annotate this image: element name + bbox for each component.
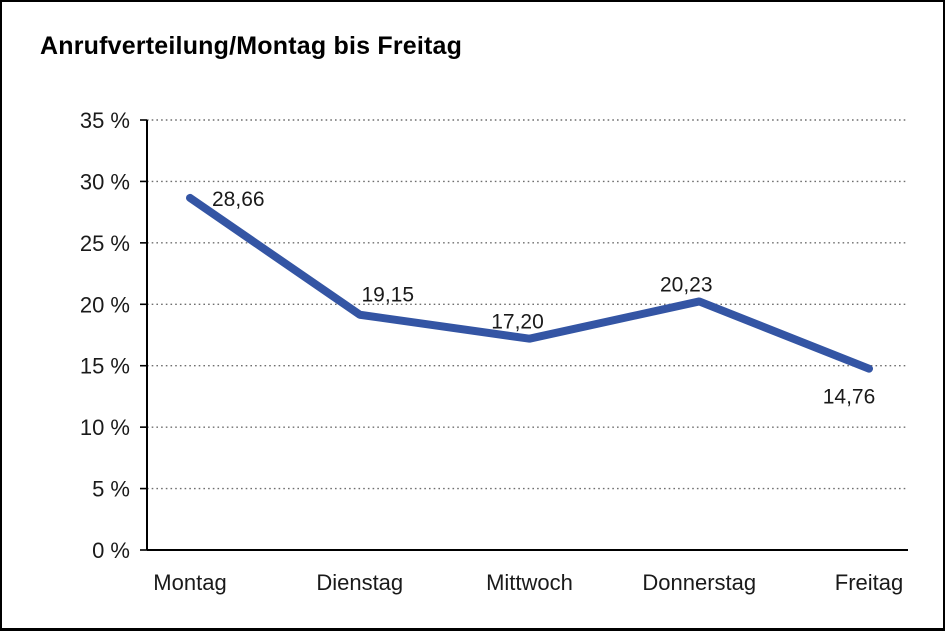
data-point-label: 19,15	[361, 284, 414, 307]
y-tick-label: 35 %	[80, 108, 130, 133]
x-tick-label: Mittwoch	[486, 570, 573, 595]
x-tick-label: Donnerstag	[642, 570, 756, 595]
y-tick-label: 0 %	[92, 538, 130, 563]
y-tick-label: 10 %	[80, 415, 130, 440]
data-point-label: 17,20	[491, 311, 544, 334]
data-point-label: 14,76	[823, 386, 876, 409]
x-tick-label: Montag	[153, 570, 226, 595]
y-tick-label: 15 %	[80, 354, 130, 379]
data-point-label: 20,23	[660, 273, 713, 296]
y-tick-label: 25 %	[80, 231, 130, 256]
y-tick-label: 5 %	[92, 477, 130, 502]
data-point-label: 28,66	[212, 188, 265, 211]
y-tick-label: 20 %	[80, 292, 130, 317]
x-tick-label: Freitag	[835, 570, 903, 595]
x-tick-label: Dienstag	[316, 570, 403, 595]
y-tick-label: 30 %	[80, 169, 130, 194]
chart-title: Anrufverteilung/Montag bis Freitag	[40, 32, 463, 60]
data-series-line	[186, 193, 873, 373]
